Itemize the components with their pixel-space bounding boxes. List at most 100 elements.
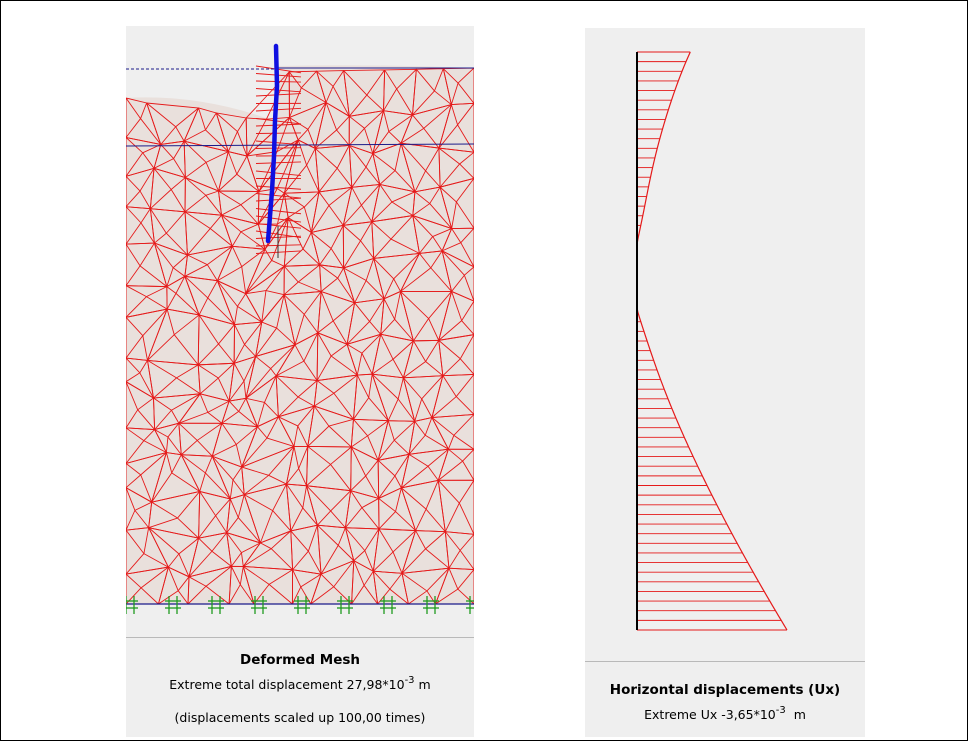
mesh-edge (291, 586, 302, 605)
mesh-edge (187, 228, 211, 256)
mesh-edge (230, 552, 242, 567)
mesh-edge (395, 511, 416, 531)
mesh-edge (178, 422, 198, 441)
mesh-edge (462, 460, 474, 481)
mesh-edge (221, 411, 239, 424)
mesh-edge (241, 552, 244, 567)
mesh-edge (303, 314, 319, 334)
mesh-edge (364, 128, 374, 154)
mesh-edge (134, 510, 149, 528)
mesh-edge (318, 167, 338, 193)
mesh-edge (444, 531, 461, 551)
mesh-edge (165, 211, 186, 234)
mesh-edge (342, 225, 361, 242)
mesh-edge (255, 215, 302, 223)
mesh-edge (408, 434, 426, 455)
mesh-edge (455, 396, 474, 415)
mesh-caption-scale: (displacements scaled up 100,00 times) (174, 710, 426, 725)
mesh-edge (167, 566, 179, 591)
ux-diagram[interactable] (585, 28, 865, 661)
mesh-edge (455, 374, 474, 397)
mesh-edge (317, 524, 339, 546)
deformed-mesh-plot[interactable] (126, 26, 474, 637)
mesh-edge (395, 487, 402, 512)
mesh-edge (264, 402, 279, 418)
mesh-element (439, 177, 474, 229)
mesh-edge (276, 117, 290, 152)
mesh-edge (292, 550, 309, 571)
mesh-edge (343, 267, 367, 281)
ux-caption-title: Horizontal displacements (Ux) (609, 682, 841, 698)
mesh-edge (371, 221, 392, 240)
mesh-edge (332, 70, 345, 87)
mesh-edge (240, 231, 266, 250)
mesh-edge (245, 260, 273, 294)
mesh-edge (177, 590, 189, 605)
mesh-edge (268, 569, 293, 585)
mesh-edge (463, 275, 474, 302)
mesh-edge (459, 550, 474, 570)
mesh-edge (153, 168, 172, 190)
mesh-edge (413, 318, 430, 342)
mesh-edge (298, 468, 307, 486)
mesh-edge (276, 327, 296, 346)
mesh-edge (301, 87, 327, 103)
mesh-edge (205, 112, 217, 131)
mesh-edge (336, 145, 350, 169)
mesh-edge (229, 498, 239, 518)
mesh-edge (431, 396, 457, 418)
mesh-edge (461, 300, 474, 321)
mesh-edge (272, 510, 292, 532)
mesh-edge (173, 334, 199, 366)
mesh-edge (394, 170, 416, 193)
mesh-edge (383, 298, 396, 320)
mesh-edge (126, 474, 142, 489)
mesh-edge (217, 280, 238, 307)
mesh-edge (257, 188, 278, 225)
mesh-edge (378, 528, 394, 553)
mesh-edge (372, 153, 396, 171)
mesh-edge (139, 360, 148, 374)
mesh-edge (348, 145, 367, 168)
mesh-edge (396, 88, 413, 116)
mesh-edge (244, 344, 256, 357)
mesh-edge (373, 258, 394, 280)
mesh-edge (231, 231, 242, 247)
mesh-edge (307, 550, 322, 575)
mesh-edge (353, 397, 370, 420)
mesh-edge (434, 68, 444, 92)
mesh-edge (393, 420, 416, 441)
mesh-edge (126, 265, 141, 286)
mesh-edge (126, 381, 139, 410)
mesh-edge (378, 498, 396, 512)
mesh-edge (456, 201, 474, 229)
mesh-edge (453, 414, 474, 436)
mesh-edge (457, 569, 474, 590)
mesh-edge (271, 260, 285, 267)
mesh-edge (227, 151, 238, 175)
mesh-edge (302, 248, 320, 266)
mesh-edge (171, 454, 182, 474)
mesh-edge (306, 464, 331, 487)
mesh-edge (207, 280, 218, 299)
mesh-edge (415, 508, 427, 531)
mesh-edge (288, 71, 302, 89)
mesh-edge (425, 170, 441, 188)
mesh-edge (290, 507, 304, 532)
mesh-edge (142, 308, 168, 336)
mesh-edge (180, 454, 206, 474)
mesh-edge (421, 375, 444, 400)
mesh-edge (314, 392, 335, 407)
mesh-edge (197, 343, 219, 366)
mesh-edge (400, 127, 424, 144)
mesh-edge (126, 510, 136, 531)
mesh-edge (180, 440, 198, 456)
mesh-edge (173, 314, 200, 336)
mesh-edge (298, 281, 322, 292)
mesh-edge (234, 324, 245, 345)
mesh-edge (426, 590, 436, 605)
mesh-edge (318, 191, 330, 206)
mesh-edge (139, 190, 151, 209)
mesh-edge (361, 333, 382, 354)
mesh-edge (140, 208, 151, 224)
